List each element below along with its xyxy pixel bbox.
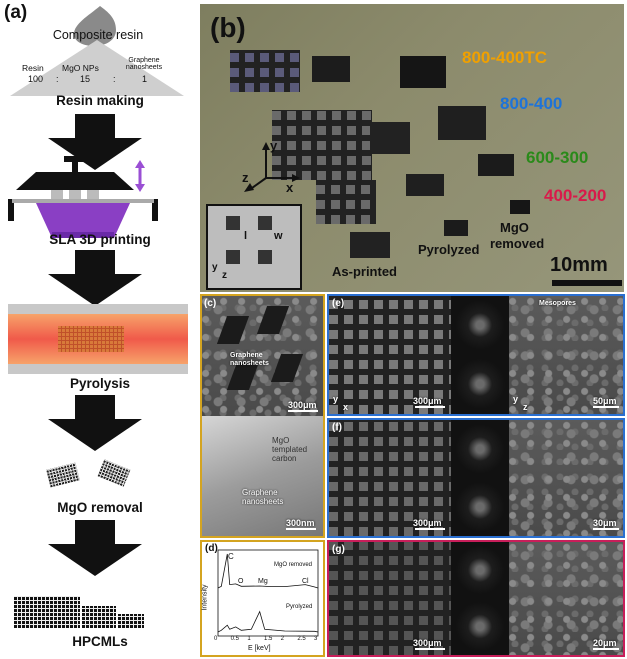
sample-pyrolyzed — [444, 220, 468, 236]
composite-resin-title: Composite resin — [52, 28, 144, 42]
hpcml-block-medium — [82, 606, 116, 628]
resin-triangle — [10, 40, 184, 96]
xyz-axes-icon: y z x — [240, 138, 300, 195]
panel-f-sem-high: 30μm — [509, 420, 623, 536]
label-pyrolyzed: Pyrolyzed — [418, 242, 480, 257]
photo-scale-bar — [552, 280, 622, 286]
x-tick-label: 0.5 — [230, 636, 239, 642]
chart-plot-area — [217, 549, 319, 637]
panel-g-frame: (g) 300μm 20μm — [327, 540, 625, 657]
label-mgo-1: MgO — [500, 220, 529, 235]
step-hpcmls: HPCMLs — [72, 634, 128, 649]
label-400-200: 400-200 — [544, 186, 607, 205]
peak-cl: Cl — [302, 578, 309, 585]
down-arrow-icon — [48, 250, 142, 306]
label-800-400tc: 800-400TC — [462, 48, 548, 67]
panel-e-sem-low: (e) y x 300μm — [329, 296, 451, 414]
label-600-300: 600-300 — [526, 148, 589, 167]
panel-f-sem-low: (f) 300μm — [329, 420, 451, 536]
hpcml-block-small — [118, 614, 144, 628]
chart-ylabel: Intensity — [201, 584, 209, 611]
panel-f-fft-top — [451, 420, 509, 478]
sample-as-printed — [350, 232, 390, 258]
series-line-pyrolyzed — [217, 610, 319, 633]
sample-800-400-large — [272, 110, 372, 180]
unit-cell-inset: l w y z — [206, 204, 302, 290]
sample-mgo-removed — [510, 200, 530, 214]
eds-spectrum-chart — [217, 549, 319, 637]
down-arrow-icon — [48, 520, 142, 576]
resin-droplet-icon — [74, 6, 116, 46]
chart-xlabel: E [keV] — [248, 645, 271, 652]
pyrolysis-illustration — [8, 304, 188, 374]
photo-scale-label: 10mm — [550, 254, 608, 276]
panel-b-photo: (b) 800-400TC 800-400 600-300 400-200 y … — [200, 4, 624, 292]
x-tick-label: 0 — [214, 636, 218, 642]
x-tick-label: 1 — [247, 636, 251, 642]
panel-e-sem-high: Mesopores y z 50μm — [509, 296, 623, 414]
down-arrow-icon — [48, 395, 142, 451]
sample-600-300-small — [478, 154, 514, 176]
x-tick-label: 2 — [280, 636, 284, 642]
sample-800-400tc-large — [230, 50, 300, 92]
ratio-value-mgo: 15 — [80, 74, 91, 84]
peak-mg: Mg — [258, 578, 268, 585]
panel-d-letter: (d) — [205, 543, 218, 554]
panel-a-letter: (a) — [4, 2, 28, 23]
label-mgo-2: removed — [490, 236, 545, 251]
peak-o: O — [238, 578, 244, 585]
label-800-400: 800-400 — [500, 94, 563, 113]
sample-600-300-large — [316, 180, 376, 224]
x-tick-label: 1.5 — [264, 636, 273, 642]
step-mgo-removal: MgO removal — [57, 500, 143, 515]
removed-piece-left — [46, 462, 80, 488]
label-as-printed: As-printed — [332, 264, 397, 279]
chart-x-ticks: 0 0.5 1 1.5 2 2.5 3 — [202, 636, 323, 646]
panel-c-sem-top: (c) Graphene nanosheets 300μm — [202, 296, 323, 416]
panel-e-frame: (e) y x 300μm Mesopores y z 50μm — [327, 294, 625, 416]
sample-800-400tc-piece — [400, 56, 446, 88]
panel-d-frame: (d) Intensity E [keV] MgO removed Pyroly… — [200, 540, 325, 657]
panel-g-sem-high: 20μm — [509, 542, 623, 655]
peak-c: C — [228, 552, 234, 561]
x-tick-label: 2.5 — [297, 636, 306, 642]
panel-c-frame: (c) Graphene nanosheets 300μm MgO templa… — [200, 294, 325, 538]
panel-g-fft-bottom — [451, 598, 509, 655]
legend-mgo-removed: MgO removed — [274, 562, 313, 568]
legend-pyrolyzed: Pyrolyzed — [286, 604, 313, 610]
ratio-value-graphene: 1 — [142, 74, 148, 84]
panel-g-sem-low: (g) 300μm — [329, 542, 451, 655]
sample-800-400-small — [438, 106, 486, 140]
removed-piece-right — [97, 459, 131, 487]
step-sla-printing: SLA 3D printing — [49, 232, 151, 247]
ratio-sep-1: : — [56, 74, 59, 84]
sample-800-400-medium — [370, 122, 410, 154]
panel-e-fft-top — [451, 296, 509, 354]
panel-c-sem-bottom: MgO templated carbon Graphene nanosheets… — [202, 416, 323, 536]
panel-g-fft-top — [451, 542, 509, 598]
ratio-header-mgo: MgO NPs — [62, 63, 99, 73]
x-tick-label: 3 — [314, 636, 318, 642]
panel-e-fft-bottom — [451, 354, 509, 414]
panel-f-fft-bottom — [451, 478, 509, 536]
sample-800-400tc-small — [312, 56, 350, 82]
ratio-header-resin: Resin — [22, 63, 44, 73]
hpcml-block-large — [14, 596, 80, 628]
step-pyrolysis: Pyrolysis — [69, 376, 131, 391]
panel-f-frame: (f) 300μm 30μm — [327, 418, 625, 538]
step-resin-making: Resin making — [56, 93, 144, 108]
ratio-sep-2: : — [113, 74, 116, 84]
sla-printer-illustration — [8, 156, 158, 238]
sample-600-300-medium — [406, 174, 444, 196]
down-arrow-icon — [48, 114, 142, 170]
ratio-value-resin: 100 — [28, 74, 44, 84]
panel-b-letter: (b) — [210, 12, 246, 43]
series-line-mgo-removed — [217, 553, 319, 589]
ratio-header-graphene: Graphene nanosheets — [125, 57, 163, 71]
